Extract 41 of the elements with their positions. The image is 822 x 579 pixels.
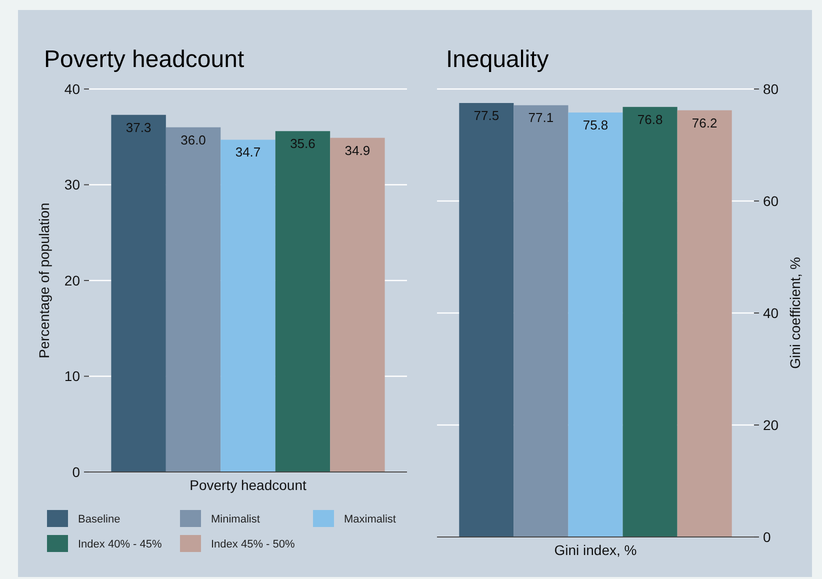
chart-title: Inequality — [446, 46, 549, 73]
bar — [330, 138, 385, 472]
data-label: 37.3 — [126, 120, 152, 135]
legend-label: Baseline — [78, 513, 120, 526]
bar — [111, 114, 166, 472]
data-label: 34.7 — [235, 144, 261, 160]
y-tick-label: 30 — [64, 176, 80, 193]
legend-label: Index 40% - 45% — [78, 538, 162, 550]
bar — [514, 105, 568, 537]
y-tick-label: 0 — [72, 464, 80, 480]
y-axis-title: Percentage of population — [36, 202, 52, 358]
data-label: 75.8 — [582, 118, 608, 133]
x-axis-title: Poverty headcount — [190, 477, 306, 493]
y-tick-label: 60 — [763, 192, 779, 209]
y-tick-label: 40 — [64, 80, 80, 97]
bar — [166, 127, 221, 472]
legend-label: Index 45% - 50% — [211, 538, 295, 550]
y-tick-label: 40 — [763, 304, 779, 321]
bar — [568, 112, 623, 537]
y-tick-label: 10 — [64, 368, 80, 384]
y-tick-label: 0 — [763, 528, 771, 545]
y-tick-label: 20 — [763, 416, 779, 433]
data-label: 76.2 — [692, 115, 718, 130]
bar — [275, 131, 330, 472]
bar — [677, 110, 732, 537]
bar — [459, 103, 514, 537]
chart-title: Poverty headcount — [44, 46, 244, 73]
legend-label: Maximalist — [344, 513, 396, 526]
data-label: 36.0 — [180, 132, 206, 148]
data-label: 77.1 — [528, 110, 554, 126]
legend-label: Minimalist — [211, 513, 260, 526]
y-tick-label: 20 — [64, 272, 80, 288]
x-axis-title: Gini index, % — [554, 542, 637, 558]
data-label: 35.6 — [290, 136, 316, 152]
data-label: 76.8 — [637, 112, 663, 127]
bar — [622, 106, 678, 537]
y-tick-label: 80 — [763, 80, 779, 97]
data-label: 34.9 — [344, 142, 370, 158]
bar — [220, 140, 276, 472]
data-label: 77.5 — [474, 108, 500, 123]
y-axis-title: Gini coefficient, % — [787, 257, 803, 369]
